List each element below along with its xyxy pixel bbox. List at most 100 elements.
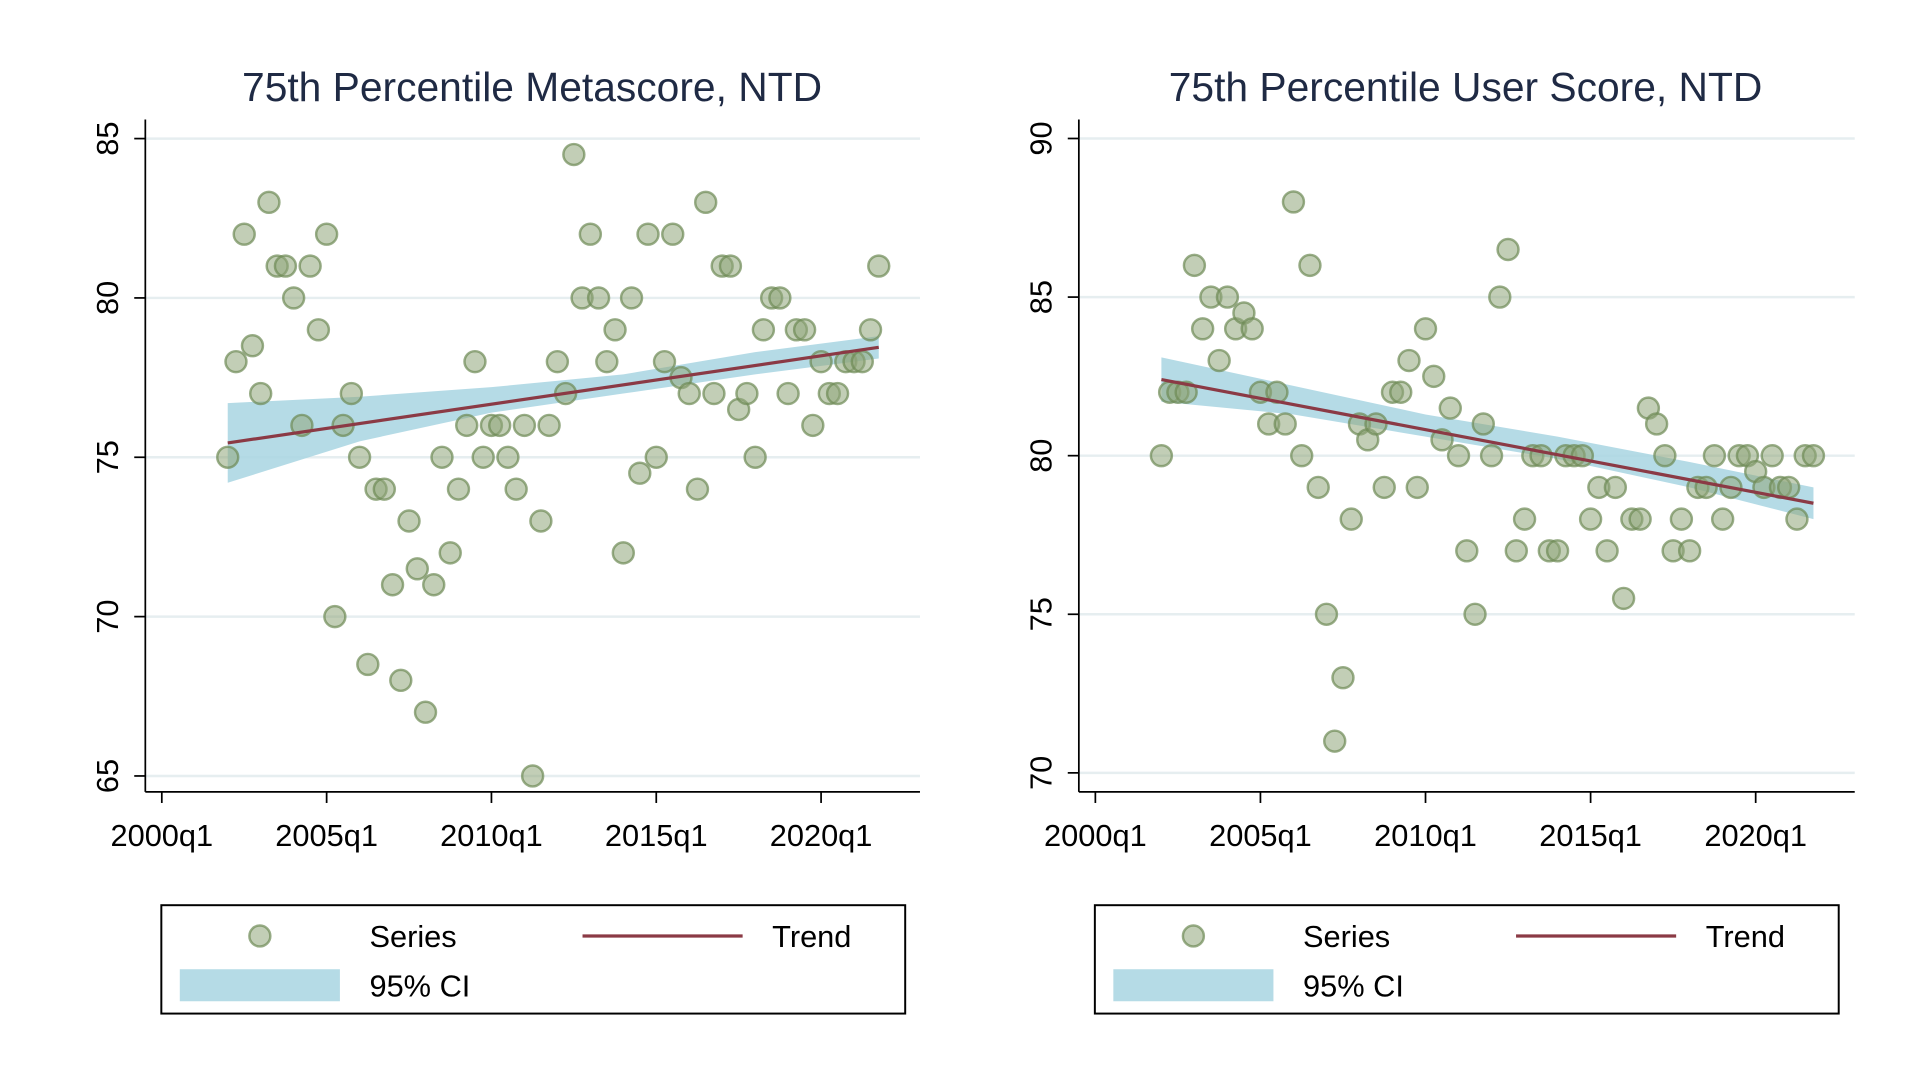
series-point-78 <box>1785 507 1809 531</box>
legend-ci-marker <box>1113 969 1274 1002</box>
series-point-54 <box>652 349 677 374</box>
series-point-3 <box>232 222 256 246</box>
series-point-6 <box>1190 317 1215 341</box>
series-point-65 <box>1677 539 1702 563</box>
legend-ci-label: 95% CI <box>369 968 470 1003</box>
series-point-78 <box>850 349 874 374</box>
series-point-47 <box>595 349 619 374</box>
series-point-42 <box>1488 285 1512 309</box>
series-point-16 <box>1273 412 1297 436</box>
series-point-55 <box>661 222 685 246</box>
series-point-23 <box>1331 666 1355 690</box>
series-point-32 <box>1405 475 1429 500</box>
series-point-41 <box>545 349 570 374</box>
series-point-30 <box>455 413 479 438</box>
y-tick-label-80: 80 <box>90 281 125 315</box>
series-point-26 <box>422 573 446 597</box>
series-point-12 <box>306 318 331 342</box>
legend-series-label: Series <box>369 919 456 954</box>
series-point-52 <box>636 222 660 246</box>
series-point-53 <box>644 445 668 469</box>
legend: Series Trend 95% CI <box>1093 904 1840 1015</box>
y-tick-label-85: 85 <box>90 121 125 155</box>
series-point-4 <box>240 334 265 358</box>
series-point-20 <box>1306 475 1330 500</box>
chart-panel-2: 75th Percentile User Score, NTD 70 75 80 85 9… <box>1024 64 1855 1015</box>
series-point-19 <box>1298 253 1322 278</box>
legend-series-label: Series <box>1303 919 1390 954</box>
series-point-52 <box>1570 443 1595 468</box>
series-point-14 <box>323 604 347 629</box>
series-point-45 <box>1512 507 1537 531</box>
series-point-64 <box>1669 507 1694 531</box>
series-point-28 <box>1372 475 1396 500</box>
series-point-49 <box>1545 539 1570 563</box>
series-point-11 <box>298 254 322 278</box>
series-point-24 <box>405 557 429 581</box>
x-tick-label-2020q1: 2020q1 <box>1704 818 1807 853</box>
series-point-33 <box>1413 317 1438 341</box>
series-point-39 <box>1463 602 1487 626</box>
series-point-51 <box>628 461 652 485</box>
series-point-49 <box>611 541 635 565</box>
series-point-23 <box>397 509 421 533</box>
series-point-62 <box>1653 443 1677 468</box>
series-point-79 <box>858 318 883 342</box>
series-point-80 <box>1801 443 1826 468</box>
series-point-1 <box>1149 443 1174 468</box>
series-point-22 <box>1323 729 1347 753</box>
series-point-29 <box>446 477 471 501</box>
trend-line <box>227 345 880 445</box>
series-point-27 <box>430 445 454 469</box>
series-point-36 <box>1438 396 1462 420</box>
series-point-12 <box>1240 317 1264 341</box>
series-point-75 <box>1760 443 1784 468</box>
x-tick-label-2015q1: 2015q1 <box>1539 818 1642 853</box>
series-point-60 <box>702 381 726 406</box>
series-point-61 <box>1644 412 1669 436</box>
series-point-47 <box>1529 443 1553 468</box>
series-point-13 <box>314 222 339 246</box>
series-point-46 <box>586 286 611 310</box>
series-point-53 <box>1578 507 1603 531</box>
series-point-68 <box>768 286 792 310</box>
series-point-55 <box>1595 539 1619 563</box>
legend-series-marker <box>1181 924 1206 948</box>
series-point-75 <box>825 381 850 406</box>
series-point-71 <box>792 318 817 342</box>
y-tick-label-65: 65 <box>90 759 125 793</box>
x-tick-label-2015q1: 2015q1 <box>605 818 708 853</box>
x-tick-label-2020q1: 2020q1 <box>770 818 873 853</box>
series-point-68 <box>1702 443 1727 468</box>
chart-title: 75th Percentile Metascore, NTD <box>242 64 822 110</box>
series-point-57 <box>1611 586 1636 611</box>
series-point-1 <box>216 445 240 469</box>
y-tick-label-70: 70 <box>1024 756 1059 790</box>
y-tick-label-85: 85 <box>1024 280 1059 314</box>
legend-series-marker <box>248 924 272 948</box>
series-point-5 <box>1182 253 1207 278</box>
y-tick-label-75: 75 <box>1024 597 1059 631</box>
legend-trend-label: Trend <box>772 919 851 954</box>
series-point-22 <box>389 668 413 693</box>
series-point-16 <box>339 381 364 406</box>
x-tick-label-2010q1: 2010q1 <box>1374 818 1477 853</box>
series-point-6 <box>257 190 281 215</box>
series-point-17 <box>347 445 372 469</box>
series-point-8 <box>1207 348 1231 373</box>
series-point-18 <box>1290 443 1314 468</box>
series-point-38 <box>1455 539 1479 563</box>
legend: Series Trend 95% CI <box>160 904 907 1015</box>
series-point-56 <box>1603 475 1628 500</box>
legend-trend-label: Trend <box>1706 919 1785 954</box>
series-point-4 <box>1174 380 1198 404</box>
series-point-69 <box>1710 507 1735 531</box>
series-point-24 <box>1339 507 1363 531</box>
series-point-69 <box>776 381 800 406</box>
y-tick-label-80: 80 <box>1024 439 1059 473</box>
series-point-45 <box>578 222 603 246</box>
series-point-30 <box>1389 380 1413 404</box>
series-point-66 <box>751 318 776 342</box>
